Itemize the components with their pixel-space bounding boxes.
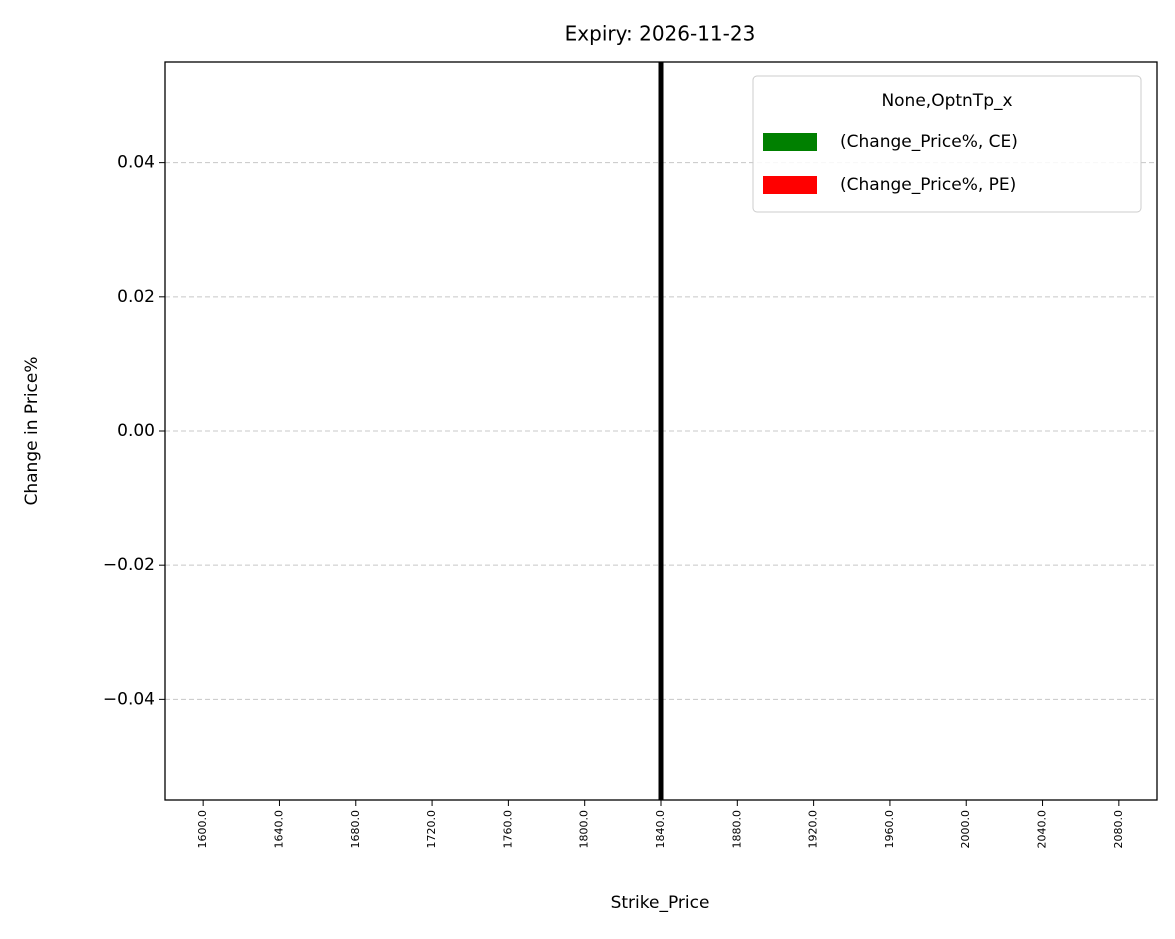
x-axis-label: Strike_Price <box>611 893 710 913</box>
legend-box <box>752 75 1142 213</box>
legend-swatch <box>763 133 817 151</box>
x-tick-label: 1800.0 <box>578 810 591 849</box>
x-tick-label: 2080.0 <box>1112 810 1125 849</box>
chart-title: Expiry: 2026-11-23 <box>565 22 756 46</box>
x-tick-label: 1760.0 <box>501 810 514 849</box>
x-tick-label: 1720.0 <box>425 810 438 849</box>
x-tick-label: 1600.0 <box>196 810 209 849</box>
legend-title: None,OptnTp_x <box>881 91 1012 111</box>
x-tick-label: 1840.0 <box>654 810 667 849</box>
x-tick-label: 1920.0 <box>807 810 820 849</box>
y-tick-label: −0.02 <box>103 555 155 575</box>
x-tick-label: 2000.0 <box>959 810 972 849</box>
legend-label: (Change_Price%, CE) <box>840 132 1018 152</box>
legend-label: (Change_Price%, PE) <box>840 175 1016 195</box>
plot-frame <box>164 61 1158 801</box>
x-tick-label: 1640.0 <box>272 810 285 849</box>
x-tick-label: 1680.0 <box>349 810 362 849</box>
y-tick-label: 0.02 <box>117 287 155 307</box>
x-tick-label: 1880.0 <box>730 810 743 849</box>
y-tick-label: 0.04 <box>117 153 155 173</box>
legend-swatch <box>763 176 817 194</box>
y-axis-label: Change in Price% <box>22 356 42 505</box>
y-tick-label: −0.04 <box>103 689 155 709</box>
x-tick-label: 1960.0 <box>883 810 896 849</box>
x-tick-label: 2040.0 <box>1036 810 1049 849</box>
y-tick-label: 0.00 <box>117 421 155 441</box>
